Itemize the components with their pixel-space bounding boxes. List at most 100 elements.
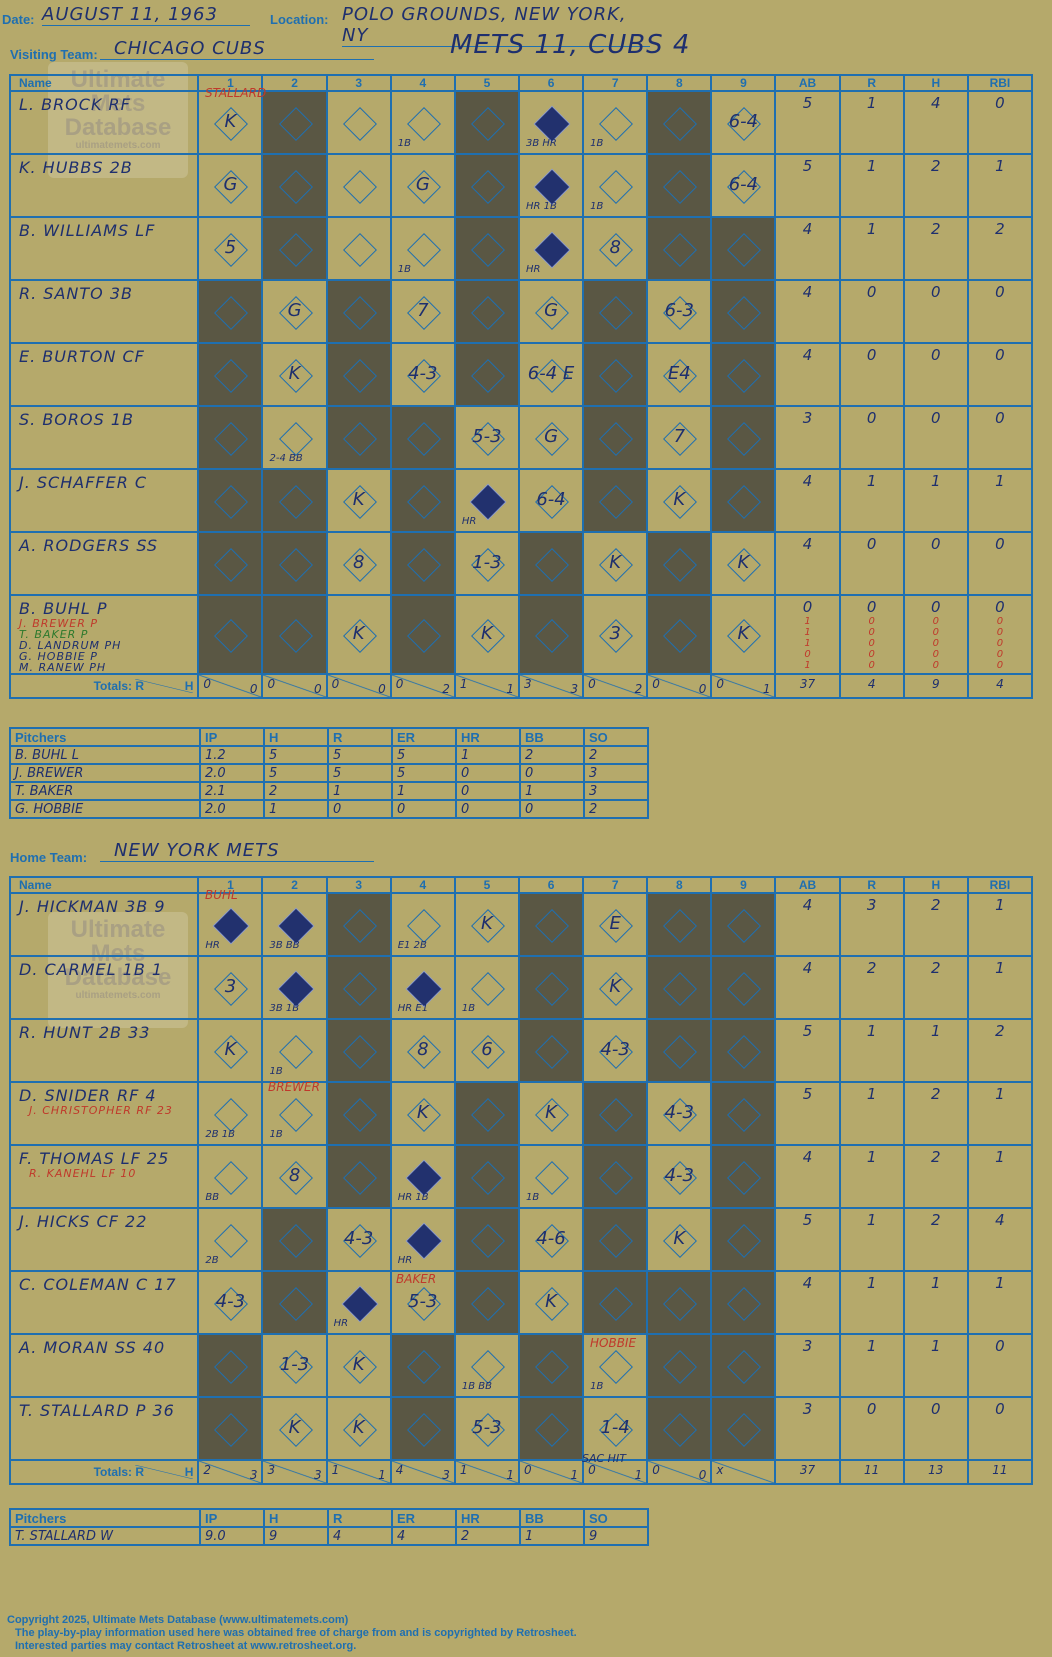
batter-rbi: 0: [966, 90, 1034, 155]
batter-name-cell: J. HICKS CF 22: [8, 1207, 200, 1272]
pitcher-so: 9: [583, 1526, 649, 1546]
at-bat-cell: 1B: [582, 1333, 649, 1398]
base-diamond-icon: [214, 1160, 249, 1195]
at-bat-cell: 4-3: [646, 1081, 713, 1146]
location-label: Location:: [270, 12, 329, 27]
base-diamond-icon: [727, 484, 762, 519]
base-diamond-icon: [470, 1349, 505, 1384]
batter-name: F. THOMAS LF 25: [19, 1149, 170, 1168]
sub-stat: 0: [996, 660, 1004, 671]
base-diamond-icon: [406, 421, 441, 456]
at-bat-result: 6-4: [728, 110, 759, 132]
batter-r: 2: [838, 955, 905, 1020]
pitcher-h: 5: [263, 745, 329, 765]
base-diamond-icon: [406, 618, 441, 653]
at-bat-result: 6-4: [728, 173, 759, 195]
batter-r-value: 0: [866, 598, 877, 616]
base-diamond-icon: [278, 908, 313, 943]
batter-name-cell: A. MORAN SS 40: [8, 1333, 200, 1398]
inning-runs: 0: [652, 1463, 660, 1477]
batter-rbi-value: 0: [995, 535, 1005, 553]
rbi-column-header: RBI: [966, 876, 1034, 894]
game-location: POLO GROUNDS, NEW YORK, NY: [342, 4, 650, 47]
batter-rbi-value: 0: [995, 94, 1005, 112]
base-diamond-icon: [214, 1223, 249, 1258]
at-bat-result: 1B: [269, 1129, 283, 1140]
at-bat-result: 2B: [205, 1255, 219, 1266]
sub-stat: 0: [868, 649, 875, 660]
at-bat-cell: 5: [197, 216, 264, 281]
at-bat-cell: [646, 531, 713, 596]
at-bat-cell: [517, 955, 585, 1020]
base-diamond-icon: [535, 618, 570, 653]
at-bat-result: 4-6: [536, 1227, 566, 1249]
sub-stat: 1: [804, 627, 811, 638]
at-bat-cell: K: [261, 1396, 328, 1461]
batter-r: 1: [838, 1333, 905, 1398]
at-bat-cell: K: [261, 342, 328, 407]
at-bat-cell: [197, 279, 264, 344]
at-bat-result: 4-3: [215, 1290, 246, 1312]
inning-4-header: 4: [389, 74, 456, 92]
batter-h-value: 0: [931, 346, 941, 364]
batter-ab: 5: [774, 1207, 841, 1272]
at-bat-cell: 8: [325, 531, 392, 596]
totals-label-cell: Totals: R H: [8, 1459, 200, 1485]
base-diamond-icon: [470, 295, 505, 330]
batter-row: J. HICKMAN 3B 9 HR 3B BB E1 2B K E 4 3 2 1: [8, 892, 1034, 957]
base-diamond-icon: [663, 971, 698, 1006]
at-bat-cell: [261, 153, 328, 218]
at-bat-cell: 2-4 BB: [261, 405, 328, 470]
at-bat-cell: [710, 279, 777, 344]
at-bat-result: 8: [352, 551, 365, 573]
at-bat-result: 8: [288, 1164, 301, 1186]
batter-name: T. STALLARD P 36: [19, 1401, 175, 1420]
base-diamond-icon: [214, 618, 249, 653]
pitching-change-note: BUHL: [205, 888, 238, 902]
batter-r-value: 1: [866, 1022, 877, 1040]
batter-name: K. HUBBS 2B: [19, 158, 133, 177]
batter-h-value: 0: [931, 598, 941, 616]
batter-h-value: 2: [931, 1211, 941, 1229]
base-diamond-icon: [599, 1349, 634, 1384]
base-diamond-icon: [342, 421, 377, 456]
batter-ab: 4: [774, 955, 841, 1020]
at-bat-cell: 1B: [517, 1144, 585, 1209]
pitcher-row: T. STALLARD W 9.0 9 4 4 2 1 9: [9, 1526, 649, 1546]
at-bat-cell: 6-4 E: [517, 342, 585, 407]
at-bat-cell: 7: [646, 405, 713, 470]
base-diamond-icon: [342, 1034, 377, 1069]
pitch-hr-header: HR: [455, 1508, 521, 1528]
at-bat-cell: [261, 594, 328, 675]
at-bat-cell: HR 1B: [517, 153, 585, 218]
at-bat-cell: HR 1B: [389, 1144, 456, 1209]
at-bat-cell: [197, 342, 264, 407]
at-bat-result: BB: [205, 1192, 220, 1203]
pitcher-so: 2: [583, 799, 649, 819]
at-bat-cell: [197, 468, 264, 533]
base-diamond-icon: [663, 1412, 698, 1447]
at-bat-cell: HR: [453, 468, 520, 533]
at-bat-result: 8: [417, 1038, 429, 1060]
base-diamond-icon: [470, 971, 505, 1006]
batter-r: 3: [838, 892, 905, 957]
at-bat-cell: K: [197, 1018, 264, 1083]
batter-ab: 4: [774, 342, 841, 407]
at-bat-cell: HR: [389, 1207, 456, 1272]
inning-runs: 0: [588, 1463, 596, 1477]
batter-h: 0: [902, 279, 969, 344]
sub-stat: 0: [868, 638, 875, 649]
pitcher-hr: 0: [455, 763, 521, 783]
at-bat-cell: 4-6: [517, 1207, 585, 1272]
at-bat-result: 1B BB: [461, 1381, 492, 1392]
at-bat-cell: 1B: [261, 1081, 328, 1146]
pitch-er-header: ER: [391, 1508, 457, 1528]
batter-rbi-value: 0: [995, 409, 1005, 427]
batter-r: 1: [838, 1144, 905, 1209]
batter-rbi: 1: [966, 1144, 1034, 1209]
